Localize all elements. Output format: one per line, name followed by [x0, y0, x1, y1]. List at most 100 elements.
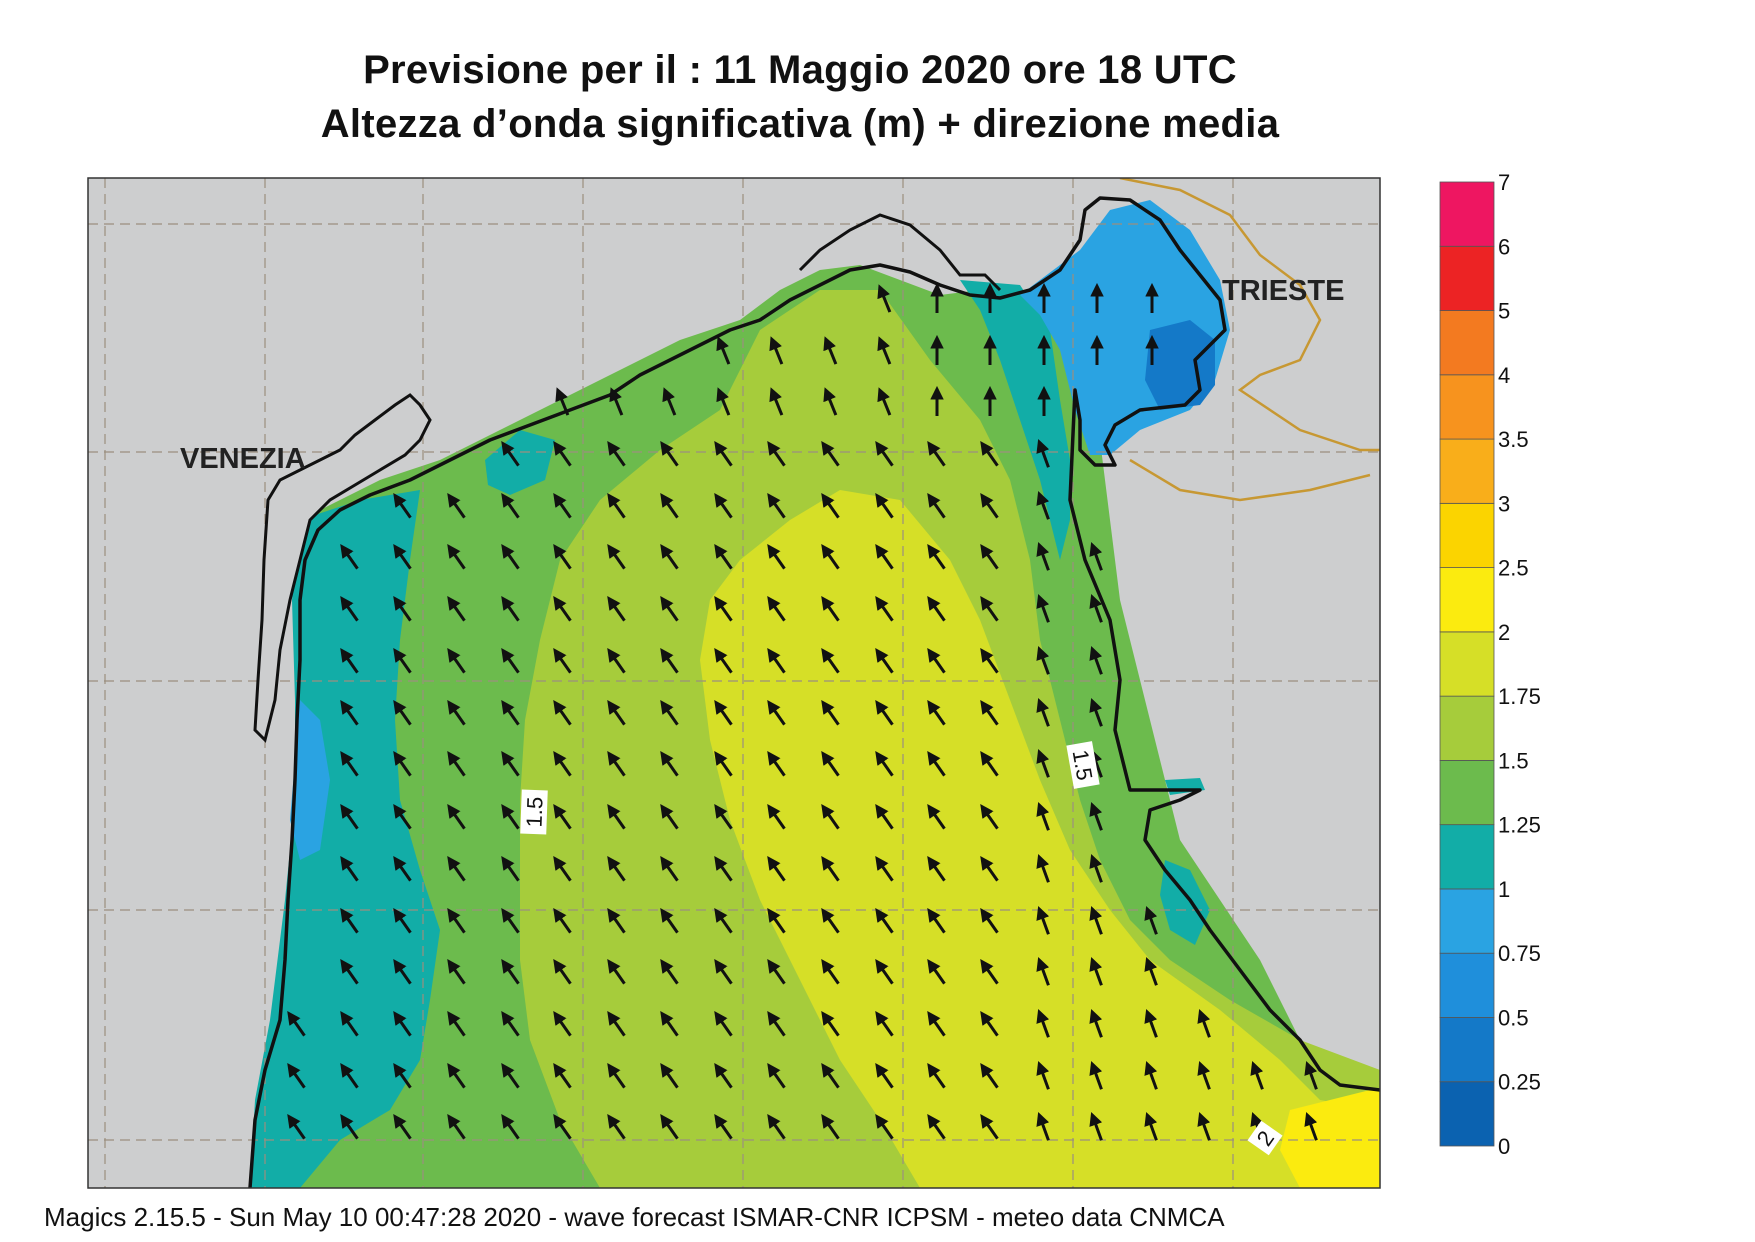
wave-direction-arrow [927, 648, 946, 674]
wave-direction-arrow [447, 493, 466, 519]
wave-direction-arrow [714, 1063, 733, 1089]
wave-direction-arrow [1089, 645, 1103, 675]
colorbar-swatch [1439, 888, 1495, 954]
wave-direction-arrow [553, 596, 572, 622]
wave-direction-arrow [607, 1011, 626, 1037]
wave-direction-arrow [714, 804, 733, 830]
wave-direction-arrow [447, 804, 466, 830]
wave-direction-arrow [447, 596, 466, 622]
colorbar-tick-label: 0.75 [1498, 941, 1541, 966]
wave-direction-arrow [607, 856, 626, 882]
wave-direction-arrow [447, 544, 466, 570]
wave-direction-arrow [393, 908, 412, 934]
wave-direction-arrow [875, 493, 894, 519]
trieste-land-outline [798, 213, 1002, 292]
wave-direction-arrow [1144, 1060, 1158, 1090]
colorbar-tick-label: 3.5 [1498, 427, 1529, 452]
map-title: Previsione per il : 11 Maggio 2020 ore 1… [363, 48, 1237, 92]
wave-direction-arrow [393, 751, 412, 777]
wave-direction-arrow [1197, 1111, 1211, 1141]
wave-direction-arrow [821, 493, 840, 519]
wave-direction-arrow [1089, 697, 1103, 727]
wave-direction-arrow [767, 1011, 786, 1037]
wave-direction-arrow [875, 1114, 894, 1140]
wave-direction-arrow [553, 1063, 572, 1089]
colorbar-tick-label: 4 [1498, 363, 1510, 388]
colorbar-swatch [1439, 181, 1495, 247]
wave-direction-arrow [607, 751, 626, 777]
wave-direction-arrow [607, 493, 626, 519]
wave-direction-arrow [1036, 697, 1050, 727]
wave-direction-arrow [980, 493, 999, 519]
wave-direction-arrow [875, 544, 894, 570]
wave-direction-arrow [1036, 801, 1050, 831]
wave-direction-arrow [823, 387, 838, 416]
wave-direction-arrow [927, 804, 946, 830]
sea-band-0.25-0.5-trieste [1145, 320, 1215, 410]
wave-direction-arrow [875, 959, 894, 985]
colorbar-tick-label: 1.75 [1498, 684, 1541, 709]
wave-direction-arrow [1036, 905, 1050, 935]
coastline [248, 196, 1380, 1188]
wave-direction-arrow [875, 751, 894, 777]
colorbar-tick-label: 1.5 [1498, 748, 1529, 773]
wave-direction-arrow [553, 804, 572, 830]
wave-direction-arrow [875, 1063, 894, 1089]
wave-direction-arrow [1036, 1008, 1050, 1038]
map-frame [87, 177, 1381, 1189]
wave-direction-arrow [607, 908, 626, 934]
wave-direction-arrow [501, 1114, 520, 1140]
colorbar-tick-label: 7 [1498, 170, 1510, 195]
wave-direction-arrow [660, 544, 679, 570]
wave-direction-arrow [1250, 1060, 1264, 1090]
wave-direction-arrow [340, 596, 359, 622]
country-border [1119, 178, 1380, 452]
colorbar-swatch [1439, 245, 1495, 311]
wave-direction-arrow [553, 493, 572, 519]
wave-direction-arrow [501, 908, 520, 934]
wave-direction-arrow [1089, 541, 1103, 571]
city-label-venezia: VENEZIA [180, 443, 306, 475]
colorbar-swatch [1439, 502, 1495, 569]
wave-direction-arrow [980, 1063, 999, 1089]
wave-direction-arrow [1036, 490, 1050, 520]
wave-direction-arrow [607, 700, 626, 726]
wave-direction-arrow [447, 648, 466, 674]
wave-direction-arrow [821, 908, 840, 934]
svg-text:1.5: 1.5 [521, 796, 547, 827]
wave-direction-arrow [1144, 1008, 1158, 1038]
wave-direction-arrow [927, 959, 946, 985]
wave-direction-arrow [927, 1063, 946, 1089]
wave-direction-arrow [340, 1011, 359, 1037]
wave-direction-arrows [287, 282, 1318, 1141]
wave-direction-arrow [1304, 1111, 1318, 1141]
wave-direction-arrow [1089, 853, 1103, 883]
wave-direction-arrow [287, 1114, 306, 1140]
wave-direction-arrow [553, 1011, 572, 1037]
wave-direction-arrow [660, 856, 679, 882]
wave-direction-arrow [607, 1114, 626, 1140]
wave-direction-arrow [447, 751, 466, 777]
wave-direction-arrow [927, 493, 946, 519]
wave-direction-arrow [1144, 1111, 1158, 1141]
wave-direction-arrow [660, 648, 679, 674]
wave-direction-arrow [660, 1011, 679, 1037]
wave-direction-arrow [980, 908, 999, 934]
wave-direction-arrow [340, 751, 359, 777]
wave-direction-arrow [501, 493, 520, 519]
wave-direction-arrow [553, 700, 572, 726]
wave-direction-arrow [877, 284, 892, 313]
country-border-2 [1129, 458, 1371, 502]
wave-direction-arrow [821, 856, 840, 882]
wave-direction-arrow [714, 751, 733, 777]
wave-direction-arrow [980, 441, 999, 467]
wave-direction-arrow [340, 648, 359, 674]
wave-direction-arrow [447, 908, 466, 934]
wave-direction-arrow [875, 804, 894, 830]
wave-direction-arrow [340, 700, 359, 726]
wave-direction-arrow [501, 1063, 520, 1089]
wave-direction-arrow [660, 596, 679, 622]
wave-direction-arrow [714, 544, 733, 570]
wave-direction-arrow [767, 700, 786, 726]
colorbar-tick-label: 0 [1498, 1134, 1510, 1159]
